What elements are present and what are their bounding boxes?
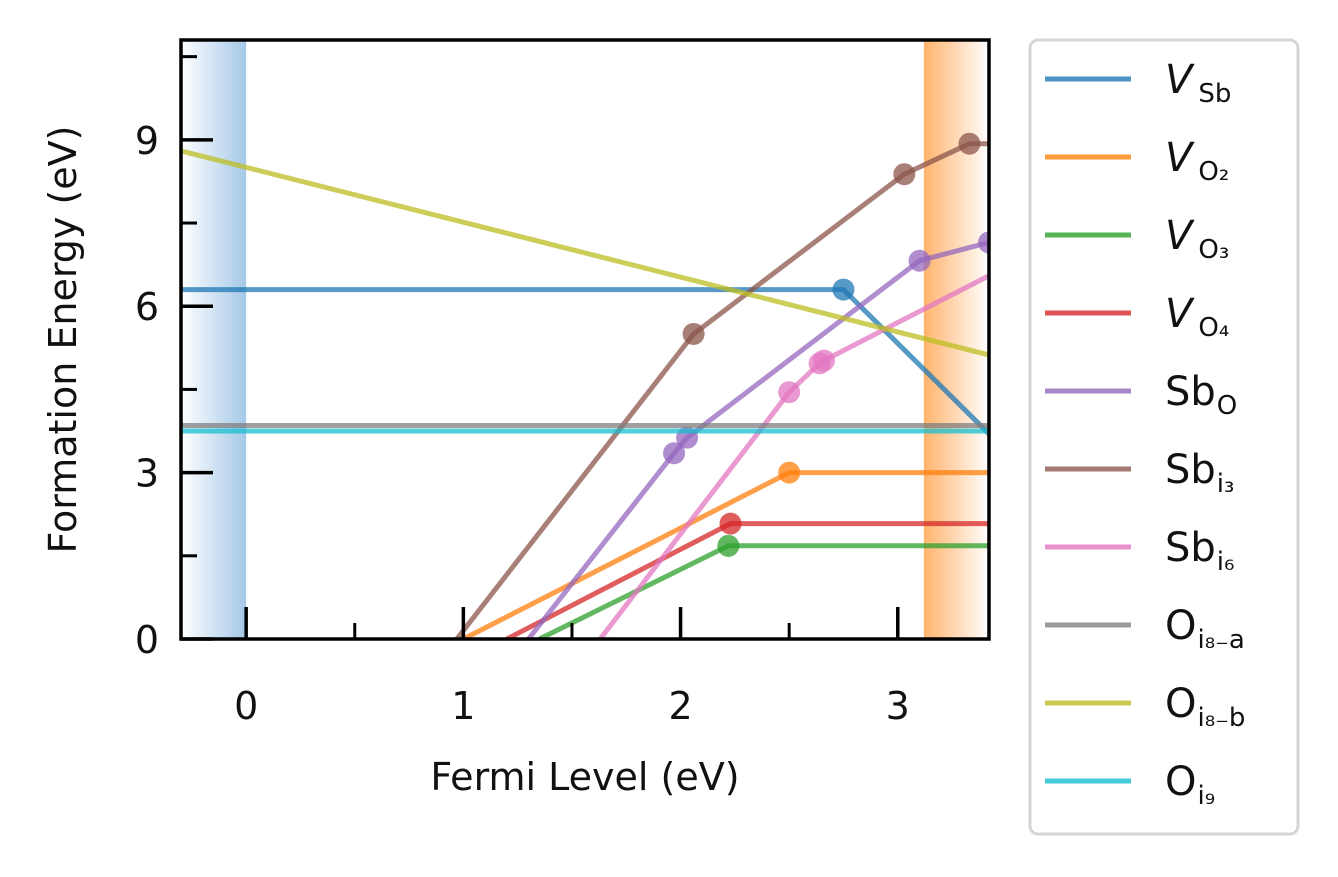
legend-label: V O₃ (1165, 213, 1229, 265)
series-4-point-2 (908, 249, 931, 272)
series-5-point-0 (682, 322, 705, 345)
legend-entry-9: Oi₉ (1045, 759, 1215, 811)
series-line-2 (538, 543, 989, 639)
legend-label: Oi₈₋b (1165, 681, 1245, 733)
series-3-point-0 (719, 512, 742, 535)
legend-label: Oi₉ (1165, 759, 1215, 811)
series-5-point-2 (958, 132, 981, 155)
y-tick-label: 6 (135, 285, 159, 329)
series-6-point-0 (778, 381, 801, 404)
series-layer (181, 132, 989, 639)
legend-entry-3: V O₄ (1045, 291, 1229, 343)
legend-entry-7: Oi₈₋a (1045, 603, 1245, 655)
series-0 (181, 278, 989, 436)
series-8 (181, 148, 989, 358)
series-line-8 (181, 148, 989, 358)
legend-label: V Sb (1165, 57, 1231, 109)
legend-entry-8: Oi₈₋b (1045, 681, 1245, 733)
y-axis-label: Formation Energy (eV) (41, 125, 85, 553)
series-5 (454, 132, 989, 639)
legend: V Sb V O₂ V O₃ V O₄ SbO Sbi₃ Sbi₆ Oi₈₋a Oi₈₋b Oi₉ (1028, 38, 1300, 836)
legend-label: V O₄ (1165, 291, 1229, 343)
legend-label: SbO (1165, 369, 1237, 421)
series-line-4 (526, 239, 989, 639)
y-tick-label: 9 (135, 119, 159, 163)
series-line-5 (454, 141, 989, 639)
series-4-point-3 (978, 231, 989, 254)
series-3 (505, 512, 989, 639)
series-4-point-0 (663, 442, 686, 465)
x-tick-label: 0 (234, 684, 258, 728)
series-1-point-0 (778, 461, 801, 484)
legend-entry-4: SbO (1045, 369, 1237, 421)
plot-frame (179, 38, 991, 641)
series-5-point-1 (893, 163, 916, 186)
y-tick-label: 3 (135, 452, 159, 496)
x-tick-label: 1 (451, 684, 475, 728)
legend-entry-0: V Sb (1045, 57, 1231, 109)
legend-entry-1: V O₂ (1045, 135, 1229, 187)
vbm-band (181, 40, 247, 639)
axes: 0 1 2 3 0 3 6 9 Fermi Level (eV) Formation Energy… (41, 38, 991, 799)
legend-entry-5: Sbi₃ (1045, 447, 1234, 499)
legend-label: Sbi₃ (1165, 447, 1234, 499)
series-6-point-2 (812, 349, 835, 372)
x-tick-label: 2 (668, 684, 692, 728)
x-axis-label: Fermi Level (eV) (430, 755, 739, 799)
series-line-0 (181, 287, 989, 436)
y-tick-label: 0 (135, 618, 159, 662)
legend-label: V O₂ (1165, 135, 1229, 187)
legend-entry-2: V O₃ (1045, 213, 1229, 265)
series-0-point-0 (832, 278, 855, 301)
series-6 (598, 273, 989, 639)
x-tick-label: 3 (886, 684, 910, 728)
series-2-point-0 (717, 534, 740, 557)
legend-label: Sbi₆ (1165, 525, 1234, 577)
legend-label: Oi₈₋a (1165, 603, 1245, 655)
legend-box (1028, 38, 1300, 836)
series-2 (538, 534, 989, 639)
legend-entry-6: Sbi₆ (1045, 525, 1234, 577)
